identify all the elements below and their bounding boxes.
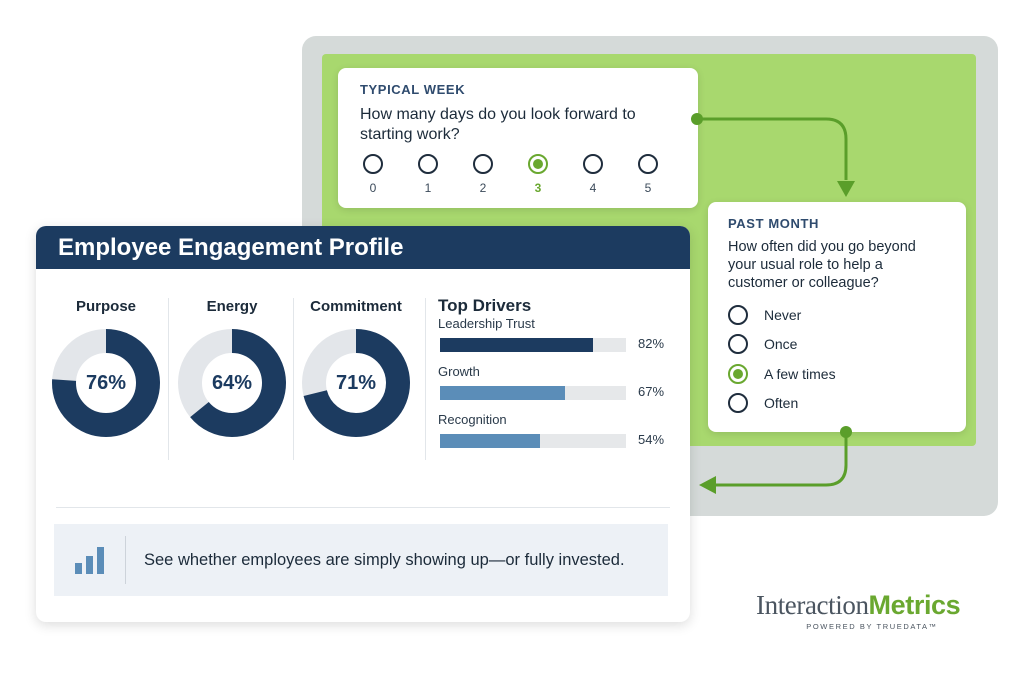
logo-wordmark: InteractionMetrics (756, 590, 996, 621)
bar-fill (440, 386, 565, 400)
radio-button-selected[interactable] (728, 363, 748, 384)
question-text: How often did you go beyond your usual r… (728, 239, 916, 291)
driver-percent: 82% (638, 336, 665, 351)
divider (293, 298, 294, 460)
radio-button[interactable] (363, 154, 383, 174)
question-text: How many days do you look forward to sta… (360, 106, 636, 143)
divider (56, 507, 670, 508)
donut-value: 71% (335, 372, 377, 394)
metric-label: Commitment (310, 298, 402, 315)
bar-track (440, 338, 626, 352)
scale-option-label: 1 (424, 181, 432, 195)
drivers-title: Top Drivers (438, 296, 532, 315)
donut-arc (302, 329, 410, 437)
scale-option-label: 4 (589, 181, 597, 195)
bar-track (440, 386, 626, 400)
donut-value: 64% (211, 372, 253, 394)
option-label: Often (764, 395, 799, 412)
insight-banner: See whether employees are simply showing… (54, 524, 668, 596)
option-often[interactable]: Often (728, 389, 946, 419)
question-tag: TYPICAL WEEK (360, 82, 466, 97)
donut-chart: 76% (52, 329, 160, 437)
radio-button-selected[interactable] (528, 154, 548, 174)
scale-option-label: 2 (479, 181, 487, 195)
logo-tagline: POWERED BY TRUEDATA™ (806, 622, 938, 631)
scale-option-5[interactable]: 5 (635, 154, 661, 195)
driver-growth: Growth 67% (438, 364, 678, 412)
option-list: Never Once A few times Often (728, 300, 946, 418)
scale-option-0[interactable]: 0 (360, 154, 386, 195)
radio-button[interactable] (728, 393, 748, 414)
scale-option-label: 0 (369, 181, 377, 195)
donut-chart: 64% (178, 329, 286, 437)
metric-commitment: Commitment 71% (294, 298, 418, 437)
metric-purpose: Purpose 76% (44, 298, 168, 437)
bar-chart-icon (54, 536, 126, 584)
top-drivers: Top Drivers Leadership Trust 82% Growth … (438, 296, 678, 460)
interaction-metrics-logo: InteractionMetrics POWERED BY TRUEDATA™ (756, 590, 996, 631)
radio-button[interactable] (728, 304, 748, 325)
option-label: Once (764, 336, 798, 353)
rating-scale: 0 1 2 3 4 5 (360, 154, 680, 198)
logo-word-interaction: Interaction (756, 590, 869, 620)
bar-fill (440, 434, 541, 448)
metric-label: Energy (206, 298, 258, 315)
driver-recognition: Recognition 54% (438, 412, 678, 460)
engagement-profile-card: Employee Engagement Profile Purpose 76% … (36, 226, 690, 622)
driver-percent: 54% (638, 432, 665, 447)
scale-option-1[interactable]: 1 (415, 154, 441, 195)
bar-track (440, 434, 626, 448)
card-header: Employee Engagement Profile (36, 226, 690, 269)
driver-percent: 67% (638, 384, 665, 399)
radio-button[interactable] (418, 154, 438, 174)
radio-button[interactable] (728, 334, 748, 355)
scale-option-3[interactable]: 3 (525, 154, 551, 195)
question-card-typical-week: TYPICAL WEEK How many days do you look f… (338, 68, 698, 208)
donut-arc (52, 329, 160, 437)
driver-leadership-trust: Leadership Trust 82% (438, 316, 678, 364)
option-once[interactable]: Once (728, 330, 946, 360)
donut-arc (178, 329, 286, 437)
scale-option-label: 5 (644, 181, 652, 195)
divider (425, 298, 426, 460)
bar-fill (440, 338, 593, 352)
logo-word-metrics: Metrics (868, 590, 961, 620)
metric-energy: Energy 64% (170, 298, 294, 437)
insight-text: See whether employees are simply showing… (144, 550, 625, 569)
question-tag: PAST MONTH (728, 216, 819, 231)
scale-option-4[interactable]: 4 (580, 154, 606, 195)
radio-button[interactable] (473, 154, 493, 174)
donut-value: 76% (85, 372, 127, 394)
option-never[interactable]: Never (728, 300, 946, 330)
radio-button[interactable] (583, 154, 603, 174)
scale-option-label: 3 (534, 181, 542, 195)
radio-button[interactable] (638, 154, 658, 174)
option-label: A few times (764, 365, 836, 382)
driver-label: Recognition (438, 412, 507, 427)
donut-chart: 71% (302, 329, 410, 437)
driver-label: Growth (438, 364, 480, 379)
scale-option-2[interactable]: 2 (470, 154, 496, 195)
card-title: Employee Engagement Profile (58, 233, 404, 261)
question-card-past-month: PAST MONTH How often did you go beyond y… (708, 202, 966, 432)
option-a-few-times[interactable]: A few times (728, 359, 946, 389)
driver-label: Leadership Trust (438, 316, 535, 331)
metric-label: Purpose (75, 298, 136, 315)
divider (168, 298, 169, 460)
option-label: Never (764, 306, 802, 323)
